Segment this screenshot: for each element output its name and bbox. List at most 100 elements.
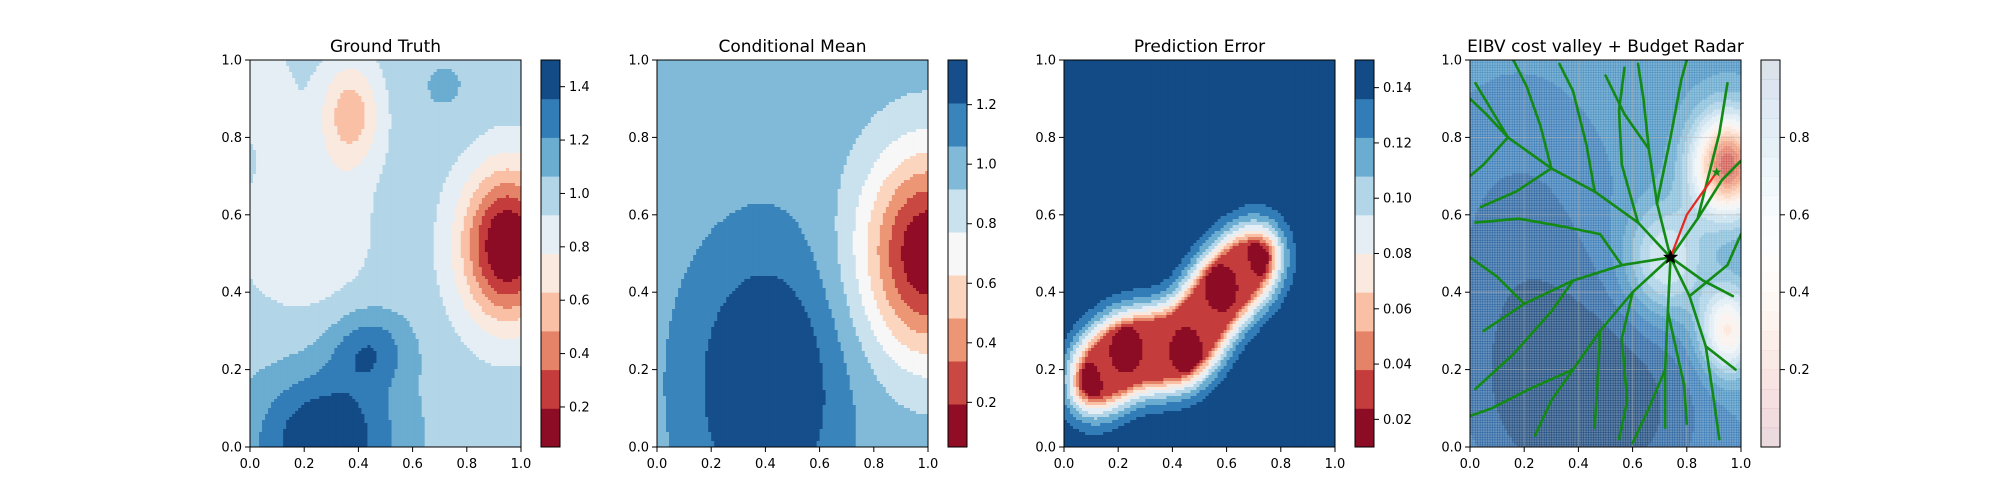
colorbar-segment [1355,408,1374,448]
colorbar-segment [541,176,560,216]
tree-branch [1663,256,1672,429]
axes: 0.0 0.2 0.4 0.6 0.8 1.0 0.0 0.2 0.4 0.6 0.8 1.0 [1441,54,1751,473]
tree-branch [1617,66,1640,224]
colorbar-segment [1355,60,1374,100]
colorbar-segment [948,318,967,362]
panel-prediction-error: Prediction Error 0.0 0.2 0.4 0.6 0.8 1.00.00.… [1035,37,1412,472]
x-tick-label: 0.6 [402,457,423,472]
colorbar-tick-label: 1.4 [569,80,590,95]
panel-ground-truth: Ground Truth 0.0 0.2 0.4 0.6 0.8 1.0 0.0 0.2 0.4… [221,37,589,472]
tree-branch [1604,74,1651,151]
tree-branch [1474,81,1672,259]
colorbar-tick-label: 1.2 [569,134,590,149]
heatmap-field [657,60,928,447]
tree-branch [1655,60,1689,205]
panel-title: Ground Truth [330,37,441,57]
current-location-marker [1662,249,1679,264]
x-tick-label: 0.8 [456,457,477,472]
colorbar-tick-label: 0.2 [976,396,997,411]
y-tick-label: 1.0 [1035,54,1056,69]
colorbar-segment [1761,137,1780,158]
x-tick-label: 0.2 [1514,457,1535,472]
colorbar-segment [1761,176,1780,196]
colorbar-tick-label: 0.2 [1789,363,1810,378]
y-tick-label: 1.0 [1441,54,1462,69]
colorbar-tick-label: 0.4 [976,336,997,351]
tree-branch [1470,97,1510,139]
colorbar-segment [541,408,560,448]
colorbar-segment [1355,98,1374,138]
colorbar-tick-label: 0.10 [1383,192,1412,207]
target-marker [1711,167,1722,177]
colorbar-segment [1761,118,1780,138]
x-tick-label: 0.4 [1162,457,1183,472]
colorbar-tick-label: 1.0 [569,187,590,202]
grid-lines [1470,60,1741,447]
colorbar-tick-label: 1.0 [976,158,997,173]
colorbar-tick-label: 0.2 [569,400,590,415]
y-tick-label: 0.6 [628,208,649,223]
colorbar-segment [1761,98,1780,119]
x-tick-label: 0.2 [294,457,315,472]
x-tick-label: 0.0 [240,457,261,472]
tree-branch [1512,60,1553,170]
x-tick-label: 1.0 [918,457,939,472]
y-tick-label: 0.0 [221,441,242,456]
tree-branch [1479,167,1553,209]
tree-branch [1533,256,1672,437]
colorbar-segment [948,189,967,233]
x-tick-label: 0.8 [1270,457,1291,472]
axes: 0.0 0.2 0.4 0.6 0.8 1.0 0.0 0.2 0.4 0.6 0.8 1.0 [221,54,531,473]
colorbar-segment [1761,311,1780,332]
colorbar-segment [1355,137,1374,177]
x-tick-label: 0.0 [647,457,668,472]
colorbar-segment [541,369,560,409]
panel-title: EIBV cost valley + Budget Radar [1467,37,1744,57]
y-tick-label: 0.4 [628,286,649,301]
colorbar-segment [1355,292,1374,332]
colorbar-tick-label: 0.6 [976,277,997,292]
colorbar-segment [1761,156,1780,177]
colorbar-tick-label: 0.8 [569,240,590,255]
colorbar-frame [947,59,968,448]
colorbar-segment [541,330,560,371]
y-tick-label: 0.8 [1441,131,1462,146]
colorbar-segment [1355,369,1374,409]
colorbar-segment [1761,253,1780,274]
y-tick-label: 0.6 [1035,208,1056,223]
x-tick-label: 0.8 [1676,457,1697,472]
colorbar: 0.2 0.4 0.6 0.8 1.0 1.2 [947,59,997,448]
tree-branch [1558,62,1596,193]
colorbar-tick-label: 0.8 [976,217,997,232]
x-tick-label: 0.4 [348,457,369,472]
x-tick-label: 1.0 [511,457,532,472]
tree-branch [1474,279,1575,391]
tree-branch [1470,256,1526,306]
colorbar-tick-label: 1.2 [976,98,997,113]
colorbar-segment [1761,234,1780,254]
colorbar-segment [1761,195,1780,216]
x-tick-label: 0.4 [755,457,776,472]
y-tick-label: 0.8 [628,131,649,146]
colorbar-frame [1760,59,1781,448]
colorbar-segment [1761,214,1780,235]
colorbar-tick-label: 0.14 [1383,81,1412,96]
y-tick-label: 0.6 [221,208,242,223]
axes: 0.0 0.2 0.4 0.6 0.8 1.0 0.0 0.2 0.4 0.6 0.8 1.0 [1035,54,1345,473]
tree-branch [1470,136,1510,178]
colorbar-tick-label: 0.6 [569,294,590,309]
heatmap-field [250,60,521,447]
colorbar: 0.2 0.4 0.6 0.8 1.0 1.2 1.4 [540,59,590,448]
y-tick-label: 0.4 [1035,286,1056,301]
panel-conditional-mean: Conditional Mean 0.0 0.2 0.4 0.6 0.8 1.00.00.… [628,37,996,472]
x-tick-label: 0.2 [1108,457,1129,472]
colorbar-segment [541,137,560,177]
tree-branch [1470,368,1575,418]
colorbar-segment [1761,292,1780,313]
colorbar-tick-label: 0.8 [1789,131,1810,146]
colorbar-segment [1761,427,1780,448]
colorbar-tick-label: 0.02 [1383,413,1412,428]
axes-frame [1469,59,1742,448]
colorbar-frame [540,59,561,448]
colorbar-segment [1761,388,1780,409]
